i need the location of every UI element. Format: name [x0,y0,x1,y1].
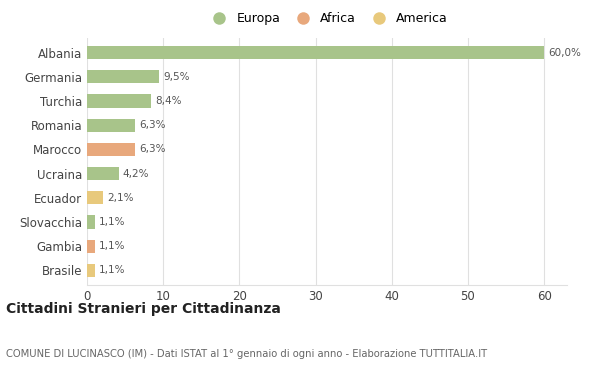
Text: 1,1%: 1,1% [99,266,125,276]
Legend: Europa, Africa, America: Europa, Africa, America [204,10,450,28]
Text: 9,5%: 9,5% [163,72,190,82]
Bar [87,215,95,229]
Text: 4,2%: 4,2% [123,169,149,179]
Text: 6,3%: 6,3% [139,120,166,130]
Text: 1,1%: 1,1% [99,241,125,251]
Bar [87,264,95,277]
Text: 6,3%: 6,3% [139,144,166,154]
Bar [87,70,160,83]
Bar [87,94,151,108]
Bar [87,240,95,253]
Bar [87,167,119,180]
Text: 8,4%: 8,4% [155,96,181,106]
Bar [87,143,135,156]
Bar [87,191,103,204]
Bar [87,119,135,132]
Text: 1,1%: 1,1% [99,217,125,227]
Text: 60,0%: 60,0% [548,48,581,57]
Text: COMUNE DI LUCINASCO (IM) - Dati ISTAT al 1° gennaio di ogni anno - Elaborazione : COMUNE DI LUCINASCO (IM) - Dati ISTAT al… [6,349,487,359]
Text: Cittadini Stranieri per Cittadinanza: Cittadini Stranieri per Cittadinanza [6,302,281,317]
Bar [87,46,544,59]
Text: 2,1%: 2,1% [107,193,133,203]
